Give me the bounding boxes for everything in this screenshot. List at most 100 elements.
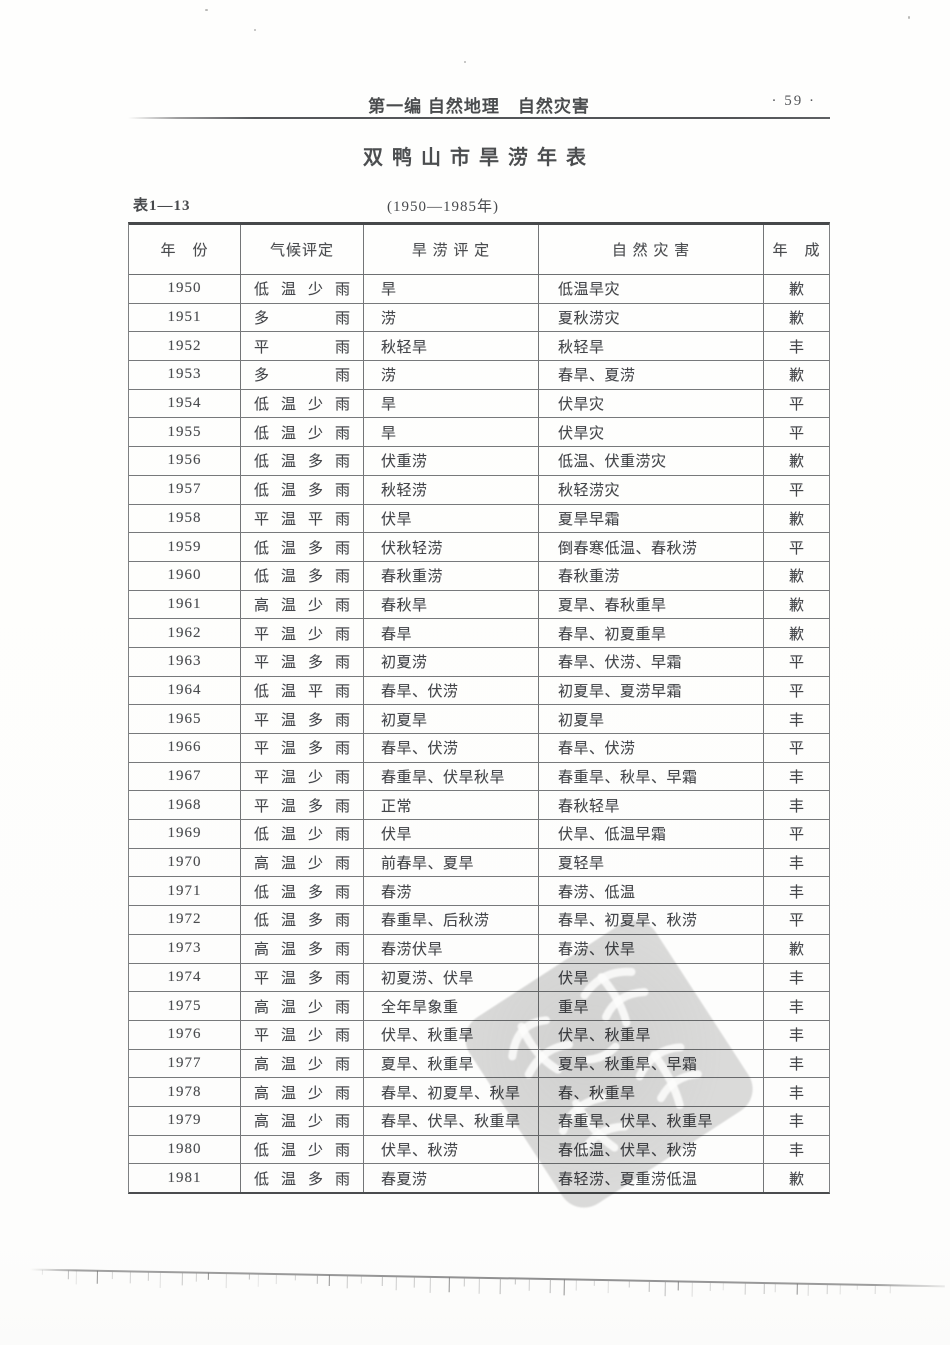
table-row: 1967 平温少雨春重旱、伏旱秋旱 春重旱、秋旱、早霜丰 [129,762,829,792]
page-edge-tick [67,1270,69,1279]
page-edge-tick [275,1274,278,1285]
climate-char: 多 [307,970,323,987]
page-edge-tick [226,1273,228,1289]
climate-char: 低 [254,827,270,844]
climate-char: 温 [280,483,296,500]
harvest-cell: 歉 [788,942,804,959]
drought-flood-cell: 旱 [364,389,539,418]
climate-char: 多 [307,741,323,758]
climate-char: 少 [307,770,323,787]
table-row: 1969 低温少雨伏旱 伏旱、低温早霜平 [129,820,829,849]
drought-flood-cell: 春涝 [364,877,539,906]
climate-char: 温 [280,1171,296,1188]
page-edge-tick [381,1275,383,1286]
climate-char: 雨 [334,683,350,700]
table-header-row: 年 份 气候评定 旱 涝 评 定 自 然 灾 害 年 成 [129,225,829,275]
year-cell: 1968 [129,791,241,820]
climate-char: 雨 [334,913,350,930]
year-cell: 1960 [129,561,241,590]
climate-char: 温 [280,913,296,930]
year-cell: 1980 [129,1135,241,1164]
harvest-cell: 丰 [788,999,804,1016]
climate-char: 高 [254,1085,270,1102]
disaster-cell: 低温旱灾 [539,275,764,303]
harvest-cell: 丰 [788,798,804,815]
page-edge-tick [649,1280,651,1293]
drought-flood-cell: 春秋重涝 [364,561,539,590]
climate-char: 多 [307,913,323,930]
page-edge-tick [563,1279,565,1296]
page-edge-tick [575,1279,577,1291]
climate-char: 低 [254,1142,270,1159]
climate-char: 温 [280,942,296,959]
page-edge-tick [826,1284,829,1295]
climate-char: 高 [254,597,270,614]
climate-char: 少 [307,597,323,614]
year-cell: 1970 [129,848,241,877]
table-row: 1970 高温少雨前春旱、夏旱 夏轻旱丰 [129,848,829,878]
disaster-cell: 伏旱灾 [539,389,764,418]
page-edge-tick [249,1273,251,1280]
harvest-cell: 歉 [788,597,804,614]
climate-char: 多 [254,311,270,328]
climate-cell: 低温平雨 [241,676,364,705]
header-rule [128,117,830,119]
climate-char: 温 [280,798,296,815]
table-row: 1963 平温多雨初夏涝 春旱、伏涝、早霜平 [129,647,829,677]
climate-char: 温 [280,1056,296,1073]
disaster-cell: 夏旱、秋重旱、早霜 [539,1049,764,1078]
page-edge-tick [208,1272,210,1281]
harvest-cell: 平 [788,425,804,442]
page-edge-tick [463,1277,465,1287]
disaster-cell: 夏轻旱 [539,848,764,877]
climate-char: 少 [307,1142,323,1159]
page-edge-tick [664,1281,667,1297]
year-cell: 1955 [129,418,241,447]
climate-cell: 高温多雨 [241,934,364,963]
drought-flood-cell: 春旱、伏旱、秋重旱 [364,1106,539,1135]
table-row: 1980 低温少雨伏旱、秋涝 春低温、伏旱、秋涝丰 [129,1135,829,1165]
climate-char: 少 [307,999,323,1016]
harvest-cell: 丰 [788,1142,804,1159]
disaster-cell: 夏旱、春秋重旱 [539,590,764,619]
climate-char: 雨 [334,798,350,815]
drought-flood-cell: 伏旱 [364,504,539,533]
drought-flood-cell: 正常 [364,791,539,820]
page-edge-tick [874,1285,876,1295]
climate-cell: 低温少雨 [241,820,364,848]
climate-char: 多 [307,942,323,959]
climate-cell: 平温多雨 [241,963,364,992]
year-cell: 1967 [129,762,241,791]
page-edge-tick [796,1283,798,1295]
climate-char: 雨 [334,511,350,528]
harvest-cell: 歉 [788,454,804,471]
climate-cell: 高温少雨 [241,590,364,619]
climate-char: 温 [280,655,296,672]
climate-char: 雨 [334,770,350,787]
climate-cell: 平温少雨 [241,762,364,791]
harvest-cell: 丰 [788,1114,804,1131]
page-edge-tick [628,1280,630,1288]
harvest-cell: 歉 [788,569,804,586]
climate-char: 雨 [334,970,350,987]
climate-char: 少 [307,626,323,643]
climate-char: 低 [254,569,270,586]
climate-char: 温 [280,1085,296,1102]
page-edge-tick-group [0,1268,950,1297]
climate-char: 多 [307,1171,323,1188]
climate-char: 温 [280,397,296,414]
year-cell: 1978 [129,1078,241,1106]
climate-char: 雨 [334,282,350,299]
page-edge-tick [346,1275,349,1288]
harvest-cell: 平 [788,827,804,844]
scan-speck [464,61,466,63]
climate-char: 低 [254,1171,270,1188]
page-edge-tick [295,1274,297,1281]
drought-flood-cell: 全年旱象重 [364,992,539,1020]
climate-char: 雨 [334,339,350,356]
climate-char: 低 [254,884,270,901]
climate-char: 雨 [334,425,350,442]
page-edge-tick [722,1282,725,1291]
harvest-cell: 丰 [788,1085,804,1102]
year-cell: 1971 [129,877,241,906]
